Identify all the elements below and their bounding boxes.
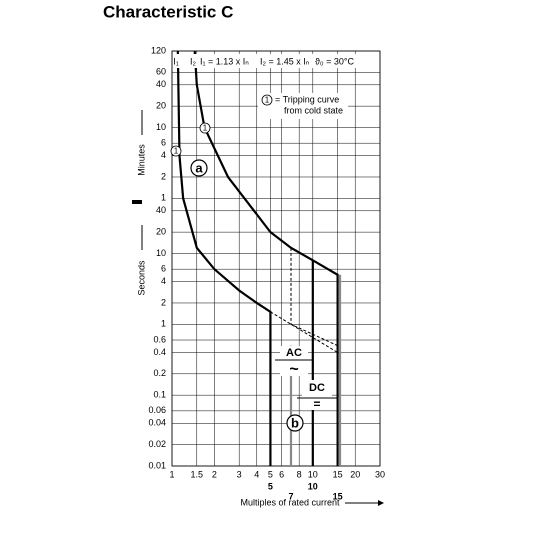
y-tick-label: 1 [161,193,166,203]
y-tick-label: 120 [151,45,166,55]
annotation: = [313,397,320,411]
y-tick-label: 4 [161,276,166,286]
header-text: ϑ₀ = 30°C [315,56,355,66]
label-bg [302,380,332,410]
y-tick-label: 40 [156,205,166,215]
y-axis-label: Seconds [136,260,146,296]
y-axis-label: Minutes [136,144,146,176]
x-tick-label: 15 [333,469,343,479]
x-tick-label: 5 [268,469,273,479]
x-tick-label: 20 [350,469,360,479]
arrow-head [378,500,384,506]
region-label: a [195,160,203,175]
rated-tick-label: 10 [308,481,318,491]
y-tick-label: 2 [161,297,166,307]
annotation: DC [309,382,325,394]
annotation: = Tripping curve [275,94,339,104]
annotation: from cold state [284,105,343,115]
curve [193,50,339,466]
annotation: ~ [289,361,298,378]
rated-tick-label: 15 [333,491,343,501]
label-bg [173,54,378,68]
y-tick-label: 20 [156,101,166,111]
rated-tick-label: 7 [288,491,293,501]
circle-marker-label: 1 [203,124,208,133]
circle-marker-label: 1 [265,96,270,105]
label-bg [280,346,308,376]
x-tick-label: 2 [212,469,217,479]
curve [176,50,272,466]
x-tick-label: 1.5 [191,469,204,479]
y-tick-label: 1 [161,319,166,329]
circle-marker [261,94,273,106]
y-tick-label: 0.6 [153,334,166,344]
y-tick-label: 0.06 [148,405,166,415]
x-tick-label: 10 [308,469,318,479]
y-tick-label: 0.1 [153,390,166,400]
y-tick-label: 10 [156,248,166,258]
header-text: I₂ = 1.45 x Iₙ [260,56,310,66]
x-tick-label: 1 [169,469,174,479]
y-tick-label: 6 [161,138,166,148]
y-tick-label: 0.01 [148,460,166,470]
x-axis-label: Multiples of rated current [240,497,340,507]
y-tick-label: 10 [156,122,166,132]
x-tick-label: 4 [254,469,259,479]
x-tick-label: 3 [237,469,242,479]
circle-marker [170,145,182,157]
label-bg [258,93,348,119]
divider-symbol [132,200,142,204]
rated-tick-label: 5 [268,481,273,491]
y-tick-label: 20 [156,226,166,236]
y-tick-label: 0.04 [148,418,166,428]
x-tick-label: 30 [375,469,385,479]
region-label: b [291,415,299,430]
curve-label: I₂ [190,56,197,66]
y-tick-label: 6 [161,264,166,274]
y-tick-label: 60 [156,67,166,77]
y-tick-label: 2 [161,171,166,181]
circle-marker [199,122,211,134]
y-tick-label: 0.02 [148,439,166,449]
y-tick-label: 0.2 [153,368,166,378]
region-marker [286,414,304,432]
curve-label: I₁ [173,56,179,66]
annotation: AC [286,347,302,359]
x-tick-label: 6 [279,469,284,479]
y-tick-label: 0.4 [153,347,166,357]
region-marker [190,159,208,177]
header-text: I₁ = 1.13 x Iₙ [200,56,249,66]
x-tick-label: 8 [297,469,302,479]
curve [290,247,338,347]
curve [270,311,338,353]
y-tick-label: 4 [161,150,166,160]
y-tick-label: 40 [156,79,166,89]
chart-title: Characteristic C [103,2,233,21]
circle-marker-label: 1 [174,147,179,156]
